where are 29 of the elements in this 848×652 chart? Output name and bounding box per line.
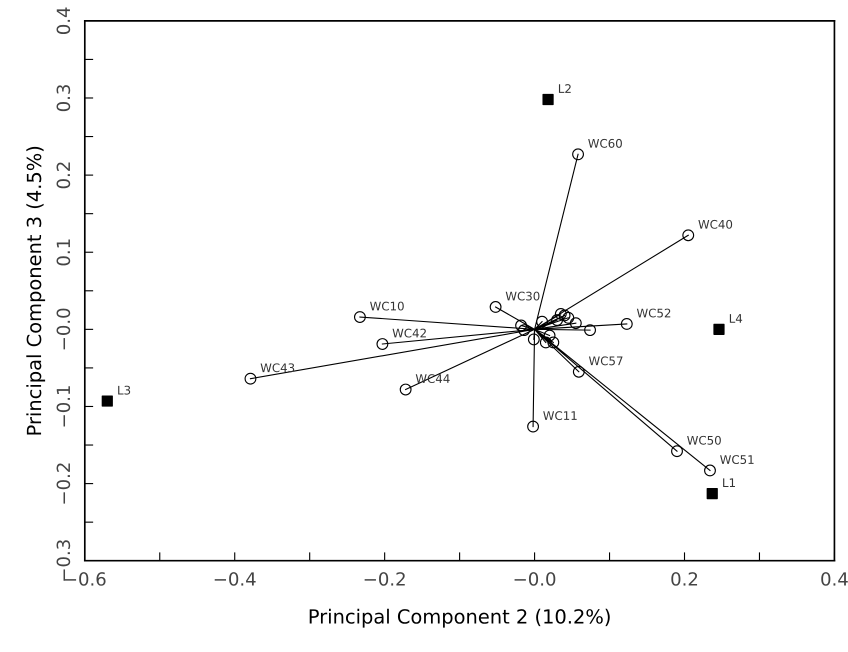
x-tick-label: 0.4 bbox=[821, 572, 848, 586]
annotation: WC10 bbox=[370, 302, 404, 311]
annotation: L4 bbox=[730, 314, 742, 323]
x-tick-label: 0.2 bbox=[671, 572, 698, 586]
annotation: WC11 bbox=[543, 411, 577, 420]
y-tick-label: 0.2 bbox=[56, 162, 70, 188]
x-tick-label: −0.4 bbox=[214, 572, 256, 586]
annotation: WC52 bbox=[636, 308, 670, 318]
x-tick-label: −0.0 bbox=[514, 572, 556, 586]
x-tick-label: −0.2 bbox=[364, 572, 405, 586]
y-tick-label: −0.0 bbox=[56, 308, 70, 350]
y-tick-label: 0.4 bbox=[56, 8, 70, 34]
y-axis-title: Principal Component 3 (4.5%) bbox=[26, 146, 46, 434]
annotation: WC60 bbox=[588, 138, 622, 148]
y-tick-label: 0.3 bbox=[56, 85, 70, 112]
y-tick-label: −0.1 bbox=[56, 386, 70, 426]
annotation: L3 bbox=[118, 386, 130, 395]
y-tick-label: 0.1 bbox=[56, 240, 70, 266]
annotation: L1 bbox=[723, 478, 735, 487]
annotation: L2 bbox=[558, 84, 571, 93]
x-axis-title: Principal Component 2 (10.2%) bbox=[310, 608, 610, 628]
annotation: WC42 bbox=[392, 328, 426, 338]
annotation: WC43 bbox=[260, 363, 294, 372]
annotation: WC30 bbox=[506, 292, 540, 301]
y-tick-label: −0.2 bbox=[56, 463, 70, 504]
annotation: WC57 bbox=[588, 356, 622, 366]
annotation: WC51 bbox=[720, 455, 754, 464]
annotation: WC50 bbox=[687, 436, 721, 445]
annotation: WC40 bbox=[698, 220, 732, 229]
